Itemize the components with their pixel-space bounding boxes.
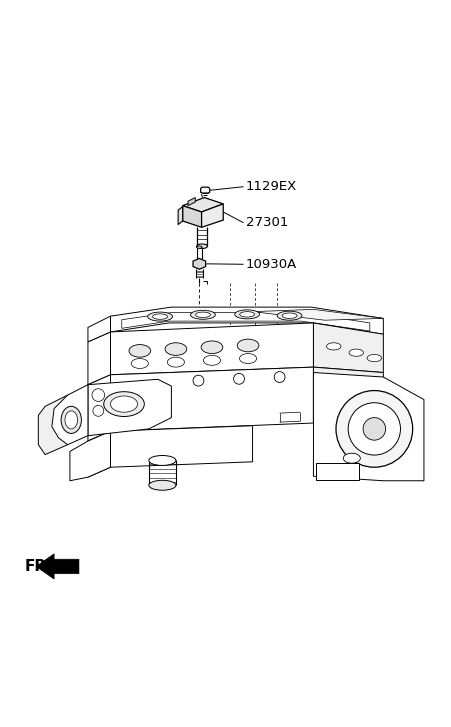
Ellipse shape: [349, 349, 364, 356]
Ellipse shape: [203, 356, 221, 365]
Ellipse shape: [149, 456, 176, 465]
Polygon shape: [313, 367, 383, 427]
Ellipse shape: [197, 246, 202, 248]
Ellipse shape: [239, 353, 257, 364]
Ellipse shape: [129, 345, 151, 357]
Polygon shape: [110, 367, 313, 431]
Polygon shape: [36, 554, 79, 579]
Polygon shape: [110, 307, 383, 334]
Circle shape: [234, 374, 244, 385]
Polygon shape: [88, 316, 110, 342]
Ellipse shape: [277, 311, 302, 320]
Ellipse shape: [235, 310, 260, 319]
Polygon shape: [88, 379, 171, 435]
Polygon shape: [110, 323, 313, 375]
Polygon shape: [193, 258, 206, 269]
Circle shape: [93, 406, 104, 417]
Ellipse shape: [131, 358, 148, 369]
Circle shape: [193, 375, 204, 386]
Circle shape: [274, 371, 285, 382]
Polygon shape: [313, 323, 383, 372]
Circle shape: [363, 417, 386, 440]
Polygon shape: [202, 204, 223, 228]
Text: 1129EX: 1129EX: [246, 180, 297, 193]
Ellipse shape: [197, 244, 207, 249]
Ellipse shape: [327, 342, 341, 350]
Text: FR.: FR.: [25, 559, 53, 574]
Polygon shape: [253, 310, 383, 320]
Ellipse shape: [237, 340, 259, 352]
Polygon shape: [88, 375, 110, 441]
Polygon shape: [52, 385, 88, 445]
Ellipse shape: [343, 453, 360, 463]
Text: 27301: 27301: [246, 217, 288, 229]
Polygon shape: [70, 431, 110, 481]
Polygon shape: [38, 395, 68, 454]
Bar: [316, 462, 359, 480]
Circle shape: [92, 389, 105, 401]
Ellipse shape: [240, 312, 255, 317]
Polygon shape: [183, 198, 223, 212]
Circle shape: [336, 390, 413, 467]
Polygon shape: [183, 206, 202, 228]
Ellipse shape: [196, 312, 210, 318]
Circle shape: [348, 403, 400, 455]
Ellipse shape: [147, 312, 172, 321]
Ellipse shape: [61, 406, 81, 433]
Ellipse shape: [152, 314, 167, 319]
Ellipse shape: [110, 396, 138, 412]
Ellipse shape: [367, 355, 382, 362]
Ellipse shape: [65, 411, 78, 429]
Polygon shape: [188, 198, 195, 206]
Ellipse shape: [201, 341, 223, 353]
Text: 10930A: 10930A: [246, 258, 297, 270]
Polygon shape: [201, 187, 210, 193]
Ellipse shape: [149, 481, 176, 490]
Ellipse shape: [165, 342, 187, 356]
Ellipse shape: [282, 313, 297, 318]
Polygon shape: [88, 431, 110, 477]
Ellipse shape: [167, 357, 184, 367]
Polygon shape: [88, 332, 110, 385]
Polygon shape: [313, 372, 424, 481]
Ellipse shape: [104, 392, 144, 417]
Polygon shape: [178, 206, 183, 225]
Polygon shape: [110, 426, 253, 467]
Ellipse shape: [191, 310, 216, 319]
